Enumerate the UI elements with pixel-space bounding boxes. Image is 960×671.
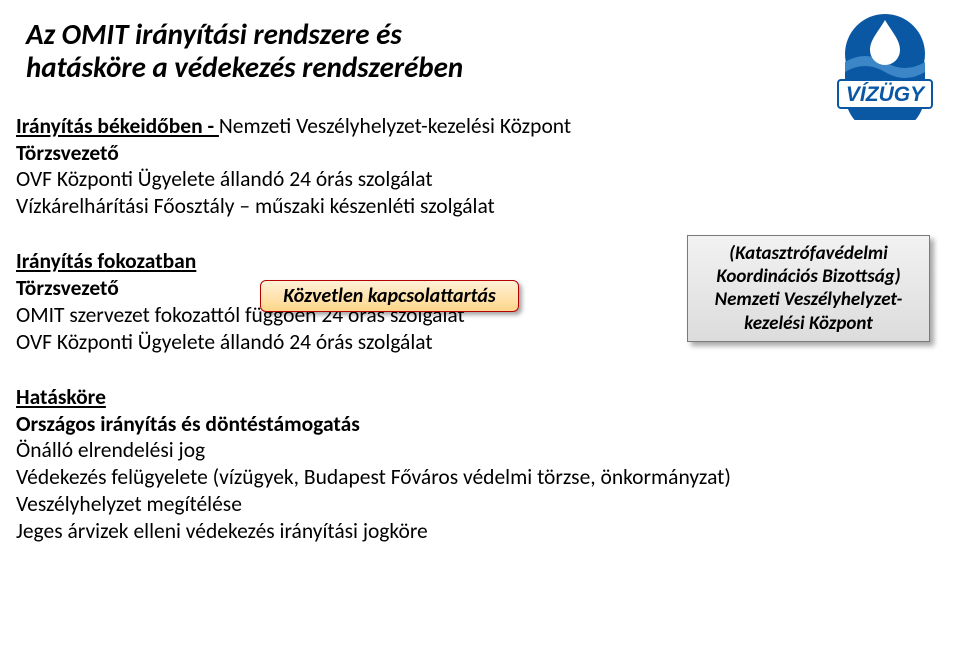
logo-svg: VÍZÜGY <box>830 10 940 120</box>
section3-heading: Hatásköre <box>16 384 960 411</box>
sidebox-l1: (Katasztrófavédelmi <box>729 242 888 265</box>
section1-heading-suffix: Nemzeti Veszélyhelyzet-kezelési Központ <box>219 113 571 139</box>
section1-ovf: OVF Központi Ügyelete állandó 24 órás sz… <box>16 166 960 193</box>
section3-l4: Veszélyhelyzet megítélése <box>16 491 960 518</box>
sidebox: (Katasztrófavédelmi Koordinációs Bizotts… <box>687 235 930 342</box>
section1-heading: Irányítás békeidőben - Nemzeti Veszélyhe… <box>16 113 960 140</box>
section3-l3: Védekezés felügyelete (vízügyek, Budapes… <box>16 464 960 491</box>
connection-badge: Közvetlen kapcsolattartás <box>260 280 519 312</box>
section3-l5: Jeges árvizek elleni védekezés irányítás… <box>16 518 960 545</box>
gap <box>16 356 960 384</box>
section3-l1: Országos irányítás és döntéstámogatás <box>16 411 960 438</box>
sidebox-l2: Koordinációs Bizottság) <box>716 265 900 288</box>
section1-heading-prefix: Irányítás békeidőben - <box>16 113 219 139</box>
sidebox-l3: Nemzeti Veszélyhelyzet- <box>715 288 903 311</box>
slide-title: Az OMIT irányítási rendszere és hatáskör… <box>0 18 960 85</box>
section1-torzs: Törzsvezető <box>16 140 960 167</box>
section3-l2: Önálló elrendelési jog <box>16 437 960 464</box>
title-line-2: hatásköre a védekezés rendszerében <box>26 49 463 85</box>
title-line-1: Az OMIT irányítási rendszere és <box>26 16 402 52</box>
vizugy-logo: VÍZÜGY <box>830 10 940 120</box>
sidebox-l4: kezelési Központ <box>744 312 873 335</box>
logo-text: VÍZÜGY <box>846 83 926 106</box>
connection-badge-text: Közvetlen kapcsolattartás <box>283 284 496 308</box>
slide: VÍZÜGY Az OMIT irányítási rendszere és h… <box>0 0 960 671</box>
section1-viz: Vízkárelhárítási Főosztály – műszaki kés… <box>16 193 960 220</box>
